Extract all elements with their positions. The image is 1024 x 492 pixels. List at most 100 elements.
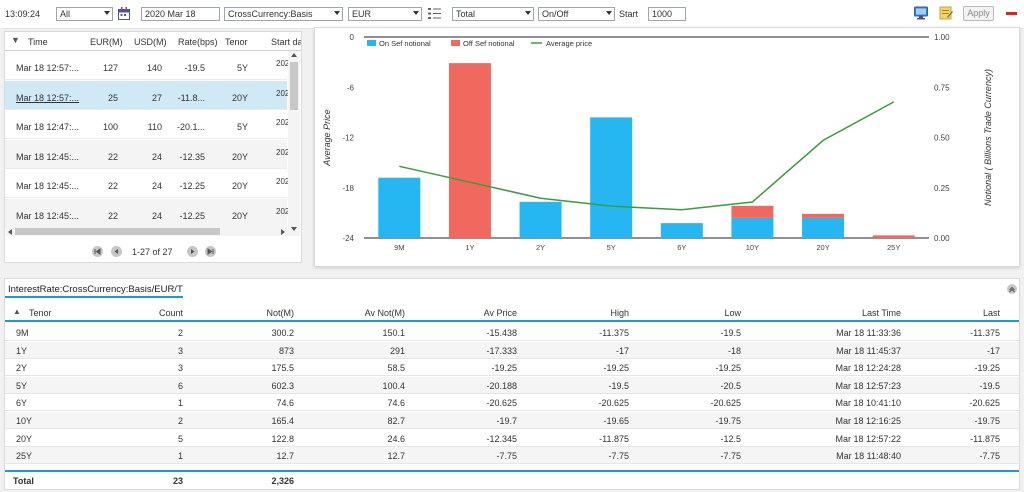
vertical-scroll-thumb[interactable] (290, 62, 298, 110)
horizontal-scroll-thumb[interactable] (15, 228, 220, 235)
x-tick-label: 9M (394, 243, 404, 252)
scroll-left-icon[interactable] (8, 229, 12, 235)
summary-cell-last: -20.625 (969, 398, 1000, 409)
col-tenor[interactable]: Tenor (225, 37, 248, 47)
col-lasttime[interactable]: Last Time (861, 308, 901, 318)
summary-cell-high: -11.875 (599, 433, 629, 444)
summary-cell-avnot: 82.7 (387, 416, 405, 426)
summary-cell-count: 3 (177, 363, 183, 374)
last-page-icon[interactable] (205, 246, 216, 257)
first-page-icon[interactable] (92, 246, 103, 257)
trade-row[interactable]: Mar 18 12:47:... 100 110 -20.1... 5Y 2020 (5, 110, 294, 139)
trade-row[interactable]: Mar 18 12:45:... 22 24 -12.35 20Y 2020 (5, 139, 294, 169)
summary-cell-low: -19.25 (715, 363, 741, 374)
date-input[interactable]: 2020 Mar 18 (141, 7, 220, 21)
summary-cell-lasttime: Mar 18 10:41:10 (835, 398, 901, 409)
collapse-icon[interactable] (1007, 284, 1017, 294)
summary-cell-avprice: -20.625 (486, 398, 517, 409)
col-tenor[interactable]: Tenor (29, 308, 52, 318)
summary-cell-avprice: -12.345 (486, 433, 517, 444)
left-tick-label: -6 (347, 83, 355, 92)
legend-label-on: On Sef notional (379, 39, 431, 48)
bar-on-sef (731, 217, 774, 238)
summary-cell-lasttime: Mar 18 12:57:23 (835, 380, 901, 391)
apply-button[interactable]: Apply (963, 6, 994, 21)
col-not[interactable]: Not(M) (266, 308, 295, 318)
summary-cell-high: -11.375 (599, 328, 629, 338)
summary-cell-not: 165.4 (271, 416, 294, 426)
asset-select[interactable]: CrossCurrency:Basis (224, 7, 343, 21)
summary-panel: InterestRate:CrossCurrency:Basis/EUR/T ▲… (4, 278, 1020, 490)
col-last[interactable]: Last (982, 308, 1000, 318)
sort-desc-icon[interactable]: ▼ (11, 35, 20, 45)
summary-cell-not: 74.6 (276, 398, 294, 409)
scroll-up-icon[interactable] (291, 53, 297, 57)
summary-cell-tenor: 1Y (16, 345, 28, 356)
clock-time: 13:09:24 (5, 9, 41, 19)
cell-usd: 27 (151, 92, 162, 103)
currency-select[interactable]: EUR (348, 7, 422, 21)
cell-tenor: 20Y (231, 181, 248, 191)
summary-row[interactable]: 20Y 5 122.8 24.6 -12.345 -11.875 -12.5 Mar 18 1… (5, 429, 1019, 447)
cell-rate: -12.35 (179, 151, 205, 162)
summary-cell-high: -19.65 (603, 416, 629, 426)
col-low[interactable]: Low (724, 308, 741, 318)
col-rate[interactable]: Rate(bps) (178, 37, 218, 47)
col-avnot[interactable]: Av Not(M) (364, 308, 405, 318)
summary-row[interactable]: 1Y 3 873 291 -17.333 -17 -18 Mar 18 11:45:37 -17 (5, 341, 1019, 359)
summary-cell-tenor: 10Y (16, 416, 33, 426)
scroll-right-icon[interactable] (281, 229, 285, 235)
summary-title: InterestRate:CrossCurrency:Basis/EUR/T (8, 284, 183, 295)
summary-cell-count: 5 (177, 433, 183, 444)
summary-row[interactable]: 25Y 1 12.7 12.7 -7.75 -7.75 -7.75 Mar 18 11:48:… (5, 447, 1019, 465)
legend-label-off: Off Sef notional (463, 39, 515, 48)
x-tick-label: 6Y (677, 243, 686, 252)
summary-row[interactable]: 6Y 1 74.6 74.6 -20.625 -20.625 -20.625 Mar 18 1… (5, 394, 1019, 412)
next-page-icon[interactable] (187, 246, 198, 257)
col-start[interactable]: Start da (271, 37, 302, 47)
sort-asc-icon[interactable]: ▲ (13, 307, 21, 316)
minimize-icon[interactable] (1006, 12, 1017, 15)
summary-cell-not: 175.5 (271, 363, 294, 374)
col-time[interactable]: Time (28, 37, 48, 47)
legend-swatch-on (367, 40, 376, 46)
col-eur[interactable]: EUR(M) (90, 37, 123, 47)
prev-page-icon[interactable] (111, 246, 122, 257)
chevron-down-icon (606, 11, 612, 15)
cell-time: Mar 18 12:45:... (16, 151, 80, 162)
calendar-icon[interactable] (118, 7, 130, 20)
notes-edit-icon[interactable] (939, 6, 953, 20)
horizontal-scrollbar[interactable] (6, 227, 288, 236)
summary-cell-count: 3 (177, 345, 183, 356)
summary-cell-low: -12.5 (720, 433, 741, 444)
start-input[interactable]: 1000 (648, 7, 686, 21)
currency-select-value: EUR (352, 9, 372, 19)
cell-start: 2020 (276, 177, 294, 186)
trade-row[interactable]: Mar 18 12:45:... 22 24 -12.25 20Y 2020 (5, 198, 294, 228)
summary-row[interactable]: 2Y 3 175.5 58.5 -19.25 -19.25 -19.25 Mar 18 12:… (5, 359, 1019, 377)
summary-row[interactable]: 9M 2 300.2 150.1 -15.438 -11.375 -19.5 Mar 18 1… (5, 324, 1019, 341)
aggregation-select[interactable]: Total (452, 7, 534, 21)
scroll-down-icon[interactable] (291, 227, 297, 231)
mode-select-value: All (60, 9, 71, 19)
onoff-select[interactable]: On/Off (538, 7, 615, 21)
mode-select[interactable]: All (56, 7, 113, 21)
col-usd[interactable]: USD(M) (134, 37, 167, 47)
cell-eur: 22 (107, 181, 118, 191)
trade-row[interactable]: Mar 18 12:45:... 22 24 -12.25 20Y 2020 (5, 169, 294, 198)
legend-swatch-off (451, 40, 460, 46)
minimize-bar (1006, 12, 1017, 15)
chart-panel: 0 -6 -12 -18 -24 1.00 0.75 0.50 0.25 0.00 9M 1Y 2Y 5Y… (314, 27, 1020, 267)
col-high[interactable]: High (610, 308, 629, 318)
vertical-scrollbar[interactable] (288, 51, 300, 236)
col-avprice[interactable]: Av Price (483, 308, 517, 318)
trade-row[interactable]: Mar 18 12:57:... 25 27 -11.8... 20Y 2020 (5, 80, 294, 110)
col-count[interactable]: Count (158, 308, 183, 318)
notional-chart: 0 -6 -12 -18 -24 1.00 0.75 0.50 0.25 0.00 9M 1Y 2Y 5Y… (322, 33, 993, 252)
summary-row[interactable]: 5Y 6 602.3 100.4 -20.188 -19.5 -20.5 Mar 18 12:… (5, 376, 1019, 394)
list-settings-icon[interactable] (428, 7, 441, 20)
summary-row[interactable]: 10Y 2 165.4 82.7 -19.7 -19.65 -19.75 Mar 18 12:… (5, 412, 1019, 429)
summary-cell-last: -11.375 (970, 328, 1000, 338)
trade-row[interactable]: Mar 18 12:57:... 127 140 -19.5 5Y 2020 (5, 51, 294, 80)
monitor-icon[interactable] (914, 6, 928, 20)
